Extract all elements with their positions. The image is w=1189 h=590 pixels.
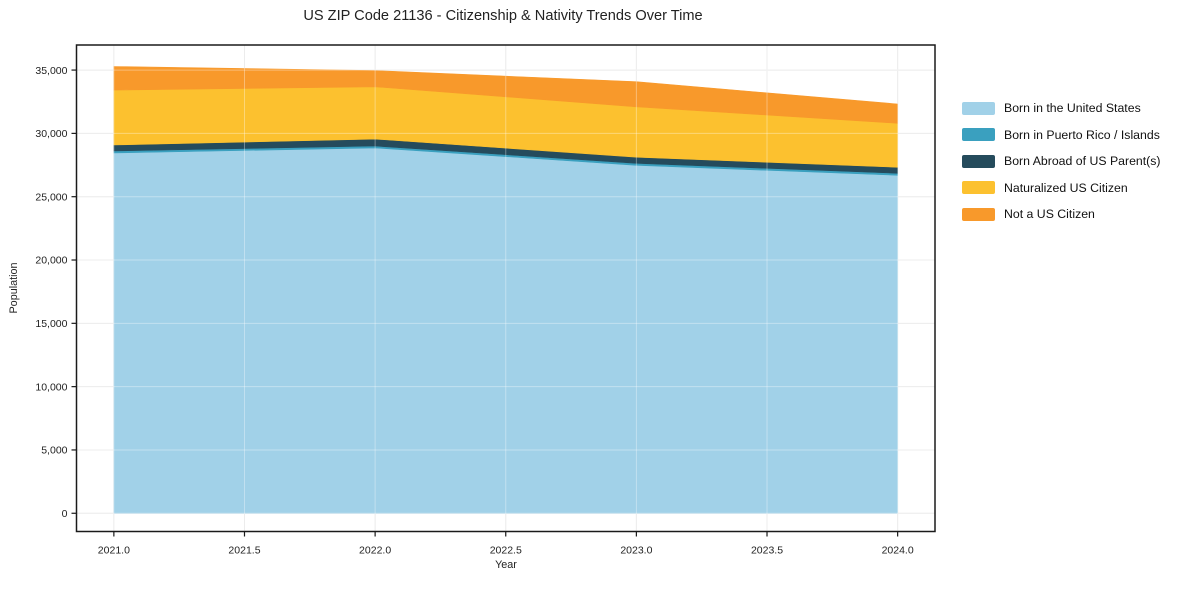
legend-item: Born Abroad of US Parent(s): [962, 154, 1161, 168]
legend-swatch-icon: [962, 181, 995, 194]
y-axis-label: Population: [8, 262, 20, 314]
legend-item: Naturalized US Citizen: [962, 181, 1161, 195]
legend-item: Born in the United States: [962, 101, 1161, 115]
y-tick-label: 25,000: [35, 191, 67, 203]
chart-legend: Born in the United States Born in Puerto …: [962, 101, 1161, 234]
x-tick-label: 2022.5: [490, 545, 522, 557]
legend-label: Naturalized US Citizen: [1004, 180, 1128, 195]
area-series-not-a-us-citizen: [113, 66, 898, 124]
legend-item: Born in Puerto Rico / Islands: [962, 128, 1161, 142]
x-tick-label: 2022.0: [359, 545, 391, 557]
y-tick-label: 5,000: [41, 445, 67, 457]
legend-item: Not a US Citizen: [962, 207, 1161, 221]
y-tick-label: 30,000: [35, 128, 67, 140]
y-tick-label: 0: [62, 508, 68, 520]
legend-label: Not a US Citizen: [1004, 207, 1095, 221]
y-tick-label: 10,000: [35, 381, 67, 393]
x-tick-label: 2023.5: [751, 545, 783, 557]
y-tick-label: 35,000: [35, 65, 67, 77]
x-tick-label: 2021.5: [228, 545, 260, 557]
legend-swatch-icon: [962, 128, 995, 141]
legend-label: Born Abroad of US Parent(s): [1004, 154, 1161, 168]
x-tick-label: 2023.0: [620, 545, 652, 557]
legend-swatch-icon: [962, 154, 995, 168]
legend-swatch-icon: [962, 101, 995, 115]
x-tick-label: 2024.0: [882, 545, 914, 557]
y-tick-label: 15,000: [35, 318, 67, 330]
legend-swatch-icon: [962, 207, 995, 221]
legend-label: Born in the United States: [1004, 101, 1141, 115]
legend-label: Born in Puerto Rico / Islands: [1004, 127, 1160, 142]
x-axis-label: Year: [495, 559, 517, 571]
x-tick-label: 2021.0: [98, 545, 130, 557]
y-tick-label: 20,000: [35, 255, 67, 267]
chart-title: US ZIP Code 21136 - Citizenship & Nativi…: [303, 8, 703, 24]
